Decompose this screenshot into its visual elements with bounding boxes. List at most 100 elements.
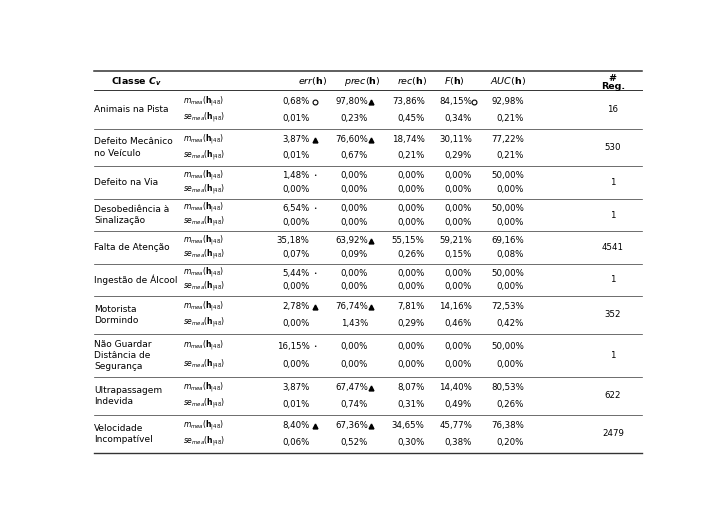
Text: 0,07%: 0,07% (282, 250, 309, 259)
Text: 67,47%: 67,47% (335, 384, 368, 392)
Text: 73,86%: 73,86% (392, 97, 425, 106)
Text: 59,21%: 59,21% (439, 236, 472, 245)
Text: 1: 1 (610, 178, 615, 187)
Text: 0,67%: 0,67% (340, 151, 368, 160)
Text: 0,00%: 0,00% (340, 218, 368, 227)
Text: 0,49%: 0,49% (444, 400, 472, 409)
Text: 3,87%: 3,87% (282, 384, 309, 392)
Text: $m_{\mathit{mea}}$($\mathbf{h}_{|48}$): $m_{\mathit{mea}}$($\mathbf{h}_{|48}$) (183, 266, 224, 280)
Text: $\mathit{se}_{\mathit{mea}}$($\mathbf{h}_{|48}$): $\mathit{se}_{\mathit{mea}}$($\mathbf{h}… (183, 111, 225, 125)
Text: 30,11%: 30,11% (439, 135, 472, 144)
Text: 3,87%: 3,87% (282, 135, 309, 144)
Text: 0,00%: 0,00% (444, 342, 472, 351)
Text: 0,00%: 0,00% (282, 185, 309, 194)
Text: 0,21%: 0,21% (397, 151, 425, 160)
Text: 0,00%: 0,00% (496, 218, 524, 227)
Text: 0,21%: 0,21% (496, 151, 524, 160)
Text: 6,54%: 6,54% (282, 204, 309, 213)
Text: 76,74%: 76,74% (335, 303, 368, 311)
Text: 0,00%: 0,00% (397, 185, 425, 194)
Text: 1: 1 (610, 351, 615, 360)
Text: 0,00%: 0,00% (340, 185, 368, 194)
Text: 50,00%: 50,00% (491, 342, 524, 351)
Text: $\mathit{se}_{\mathit{mea}}$($\mathbf{h}_{|48}$): $\mathit{se}_{\mathit{mea}}$($\mathbf{h}… (183, 215, 225, 229)
Text: 84,15%: 84,15% (439, 97, 472, 106)
Text: 0,00%: 0,00% (282, 283, 309, 291)
Text: 92,98%: 92,98% (491, 97, 524, 106)
Text: 67,36%: 67,36% (335, 421, 368, 430)
Text: $\mathit{se}_{\mathit{mea}}$($\mathbf{h}_{|48}$): $\mathit{se}_{\mathit{mea}}$($\mathbf{h}… (183, 397, 225, 411)
Text: $m_{\mathit{mea}}$($\mathbf{h}_{|48}$): $m_{\mathit{mea}}$($\mathbf{h}_{|48}$) (183, 381, 224, 395)
Text: $m_{\mathit{mea}}$($\mathbf{h}_{|48}$): $m_{\mathit{mea}}$($\mathbf{h}_{|48}$) (183, 201, 224, 215)
Text: 0,00%: 0,00% (340, 171, 368, 180)
Text: 0,46%: 0,46% (444, 319, 472, 328)
Text: 97,80%: 97,80% (335, 97, 368, 106)
Text: 55,15%: 55,15% (392, 236, 425, 245)
Text: $\mathit{F}$($\mathbf{h}$): $\mathit{F}$($\mathbf{h}$) (444, 75, 465, 87)
Text: 0,00%: 0,00% (444, 171, 472, 180)
Text: 0,00%: 0,00% (282, 319, 309, 328)
Text: $\mathit{se}_{\mathit{mea}}$($\mathbf{h}_{|48}$): $\mathit{se}_{\mathit{mea}}$($\mathbf{h}… (183, 316, 225, 330)
Text: 0,00%: 0,00% (397, 268, 425, 278)
Text: $\mathit{se}_{\mathit{mea}}$($\mathbf{h}_{|48}$): $\mathit{se}_{\mathit{mea}}$($\mathbf{h}… (183, 435, 225, 449)
Text: 0,20%: 0,20% (496, 438, 524, 446)
Text: $m_{\mathit{mea}}$($\mathbf{h}_{|48}$): $m_{\mathit{mea}}$($\mathbf{h}_{|48}$) (183, 132, 224, 147)
Text: 0,00%: 0,00% (444, 283, 472, 291)
Text: 0,34%: 0,34% (444, 113, 472, 123)
Text: 14,40%: 14,40% (439, 384, 472, 392)
Text: $m_{\mathit{mea}}$($\mathbf{h}_{|48}$): $m_{\mathit{mea}}$($\mathbf{h}_{|48}$) (183, 95, 224, 109)
Text: 0,00%: 0,00% (397, 283, 425, 291)
Text: $\mathit{se}_{\mathit{mea}}$($\mathbf{h}_{|48}$): $\mathit{se}_{\mathit{mea}}$($\mathbf{h}… (183, 149, 225, 163)
Text: 35,18%: 35,18% (276, 236, 309, 245)
Text: 0,01%: 0,01% (282, 151, 309, 160)
Text: $\mathit{err}$($\mathbf{h}$): $\mathit{err}$($\mathbf{h}$) (298, 75, 327, 87)
Text: •: • (314, 173, 317, 179)
Text: 352: 352 (605, 310, 621, 320)
Text: Reg.: Reg. (601, 82, 625, 91)
Text: 50,00%: 50,00% (491, 204, 524, 213)
Text: 80,53%: 80,53% (491, 384, 524, 392)
Text: 45,77%: 45,77% (439, 421, 472, 430)
Text: 0,68%: 0,68% (282, 97, 309, 106)
Text: 0,26%: 0,26% (397, 250, 425, 259)
Text: $\mathit{prec}$($\mathbf{h}$): $\mathit{prec}$($\mathbf{h}$) (344, 75, 381, 88)
Text: 2,78%: 2,78% (282, 303, 309, 311)
Text: $\mathit{rec}$($\mathbf{h}$): $\mathit{rec}$($\mathbf{h}$) (397, 75, 428, 87)
Text: 0,21%: 0,21% (496, 113, 524, 123)
Text: Classe $\bfit{C}_{\bfit{v}}$: Classe $\bfit{C}_{\bfit{v}}$ (111, 75, 163, 88)
Text: Animais na Pista: Animais na Pista (94, 105, 169, 114)
Text: 0,00%: 0,00% (340, 283, 368, 291)
Text: 0,26%: 0,26% (496, 400, 524, 409)
Text: $\mathit{se}_{\mathit{mea}}$($\mathbf{h}_{|48}$): $\mathit{se}_{\mathit{mea}}$($\mathbf{h}… (183, 183, 225, 197)
Text: Falta de Atenção: Falta de Atenção (94, 243, 170, 252)
Text: 0,00%: 0,00% (282, 361, 309, 369)
Text: 0,74%: 0,74% (340, 400, 368, 409)
Text: 50,00%: 50,00% (491, 171, 524, 180)
Text: $m_{\mathit{mea}}$($\mathbf{h}_{|48}$): $m_{\mathit{mea}}$($\mathbf{h}_{|48}$) (183, 300, 224, 314)
Text: $\mathit{se}_{\mathit{mea}}$($\mathbf{h}_{|48}$): $\mathit{se}_{\mathit{mea}}$($\mathbf{h}… (183, 358, 225, 372)
Text: 0,00%: 0,00% (397, 342, 425, 351)
Text: 1,48%: 1,48% (282, 171, 309, 180)
Text: 2479: 2479 (602, 429, 624, 438)
Text: 0,00%: 0,00% (444, 361, 472, 369)
Text: 0,00%: 0,00% (397, 204, 425, 213)
Text: 77,22%: 77,22% (491, 135, 524, 144)
Text: Não Guardar
Distância de
Segurança: Não Guardar Distância de Segurança (94, 340, 151, 371)
Text: $\mathit{se}_{\mathit{mea}}$($\mathbf{h}_{|48}$): $\mathit{se}_{\mathit{mea}}$($\mathbf{h}… (183, 247, 225, 262)
Text: 622: 622 (605, 391, 621, 401)
Text: 0,09%: 0,09% (341, 250, 368, 259)
Text: 0,00%: 0,00% (444, 218, 472, 227)
Text: 18,74%: 18,74% (392, 135, 425, 144)
Text: $m_{\mathit{mea}}$($\mathbf{h}_{|48}$): $m_{\mathit{mea}}$($\mathbf{h}_{|48}$) (183, 233, 224, 248)
Text: 1: 1 (610, 275, 615, 284)
Text: 0,38%: 0,38% (444, 438, 472, 446)
Text: 0,00%: 0,00% (340, 204, 368, 213)
Text: 0,00%: 0,00% (397, 361, 425, 369)
Text: 530: 530 (605, 143, 621, 152)
Text: Motorista
Dormindo: Motorista Dormindo (94, 305, 139, 325)
Text: 0,00%: 0,00% (397, 218, 425, 227)
Text: •: • (314, 344, 317, 349)
Text: 1: 1 (610, 210, 615, 220)
Text: Defeito Mecânico
no Veículo: Defeito Mecânico no Veículo (94, 137, 173, 157)
Text: 1,43%: 1,43% (340, 319, 368, 328)
